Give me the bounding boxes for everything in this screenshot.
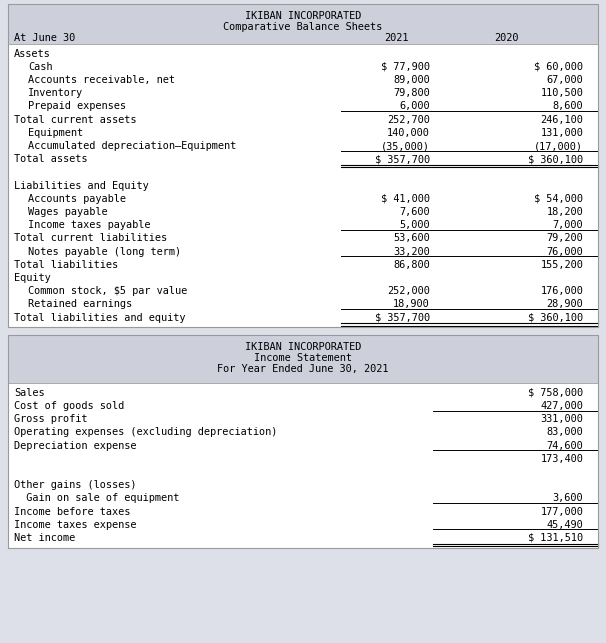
Text: $ 77,900: $ 77,900 bbox=[381, 62, 430, 72]
Text: Income taxes expense: Income taxes expense bbox=[14, 520, 136, 530]
Text: Wages payable: Wages payable bbox=[28, 207, 108, 217]
Text: $ 60,000: $ 60,000 bbox=[534, 62, 583, 72]
Text: Prepaid expenses: Prepaid expenses bbox=[28, 102, 126, 111]
Text: 86,800: 86,800 bbox=[393, 260, 430, 270]
Bar bbox=[8, 44, 598, 327]
Text: IKIBAN INCORPORATED: IKIBAN INCORPORATED bbox=[245, 342, 361, 352]
Bar bbox=[8, 383, 598, 548]
Bar bbox=[8, 4, 598, 44]
Text: 7,600: 7,600 bbox=[399, 207, 430, 217]
Text: 173,400: 173,400 bbox=[541, 454, 583, 464]
Text: Income before taxes: Income before taxes bbox=[14, 507, 130, 516]
Text: Total liabilities: Total liabilities bbox=[14, 260, 118, 270]
Text: 176,000: 176,000 bbox=[541, 286, 583, 296]
Text: $ 41,000: $ 41,000 bbox=[381, 194, 430, 204]
Text: 45,490: 45,490 bbox=[547, 520, 583, 530]
Text: Sales: Sales bbox=[14, 388, 45, 398]
Text: 28,900: 28,900 bbox=[547, 300, 583, 309]
Text: 246,100: 246,100 bbox=[541, 114, 583, 125]
Text: 331,000: 331,000 bbox=[541, 414, 583, 424]
Text: Net income: Net income bbox=[14, 533, 75, 543]
Text: Operating expenses (excluding depreciation): Operating expenses (excluding depreciati… bbox=[14, 428, 278, 437]
Bar bbox=[8, 335, 598, 548]
Text: 427,000: 427,000 bbox=[541, 401, 583, 411]
Text: For Year Ended June 30, 2021: For Year Ended June 30, 2021 bbox=[217, 364, 389, 374]
Text: 177,000: 177,000 bbox=[541, 507, 583, 516]
Text: Total current liabilities: Total current liabilities bbox=[14, 233, 167, 244]
Text: 76,000: 76,000 bbox=[547, 247, 583, 257]
Text: Accounts receivable, net: Accounts receivable, net bbox=[28, 75, 175, 85]
Text: Cash: Cash bbox=[28, 62, 53, 72]
Bar bbox=[8, 4, 598, 327]
Bar bbox=[8, 335, 598, 383]
Text: Assets: Assets bbox=[14, 49, 51, 59]
Text: 5,000: 5,000 bbox=[399, 220, 430, 230]
Text: Common stock, $5 par value: Common stock, $5 par value bbox=[28, 286, 187, 296]
Text: 18,200: 18,200 bbox=[547, 207, 583, 217]
Text: 18,900: 18,900 bbox=[393, 300, 430, 309]
Text: 53,600: 53,600 bbox=[393, 233, 430, 244]
Text: Income Statement: Income Statement bbox=[254, 353, 352, 363]
Text: 252,000: 252,000 bbox=[387, 286, 430, 296]
Text: 252,700: 252,700 bbox=[387, 114, 430, 125]
Text: $ 357,700: $ 357,700 bbox=[375, 312, 430, 323]
Text: Retained earnings: Retained earnings bbox=[28, 300, 132, 309]
Text: Depreciation expense: Depreciation expense bbox=[14, 440, 136, 451]
Text: 67,000: 67,000 bbox=[547, 75, 583, 85]
Text: 3,600: 3,600 bbox=[553, 493, 583, 503]
Text: IKIBAN INCORPORATED: IKIBAN INCORPORATED bbox=[245, 11, 361, 21]
Text: (17,000): (17,000) bbox=[534, 141, 583, 151]
Text: 2021: 2021 bbox=[384, 33, 408, 43]
Text: $ 360,100: $ 360,100 bbox=[528, 154, 583, 164]
Text: Other gains (losses): Other gains (losses) bbox=[14, 480, 136, 490]
Text: 79,800: 79,800 bbox=[393, 88, 430, 98]
Text: 7,000: 7,000 bbox=[553, 220, 583, 230]
Text: 155,200: 155,200 bbox=[541, 260, 583, 270]
Text: Notes payable (long term): Notes payable (long term) bbox=[28, 247, 181, 257]
Text: Accounts payable: Accounts payable bbox=[28, 194, 126, 204]
Text: Cost of goods sold: Cost of goods sold bbox=[14, 401, 124, 411]
Text: 140,000: 140,000 bbox=[387, 128, 430, 138]
Text: 6,000: 6,000 bbox=[399, 102, 430, 111]
Text: At June 30: At June 30 bbox=[14, 33, 75, 43]
Text: $ 54,000: $ 54,000 bbox=[534, 194, 583, 204]
Text: $ 360,100: $ 360,100 bbox=[528, 312, 583, 323]
Text: $ 131,510: $ 131,510 bbox=[528, 533, 583, 543]
Text: Inventory: Inventory bbox=[28, 88, 83, 98]
Text: Income taxes payable: Income taxes payable bbox=[28, 220, 150, 230]
Text: (35,000): (35,000) bbox=[381, 141, 430, 151]
Text: Comparative Balance Sheets: Comparative Balance Sheets bbox=[224, 22, 382, 32]
Text: Total current assets: Total current assets bbox=[14, 114, 136, 125]
Text: Equipment: Equipment bbox=[28, 128, 83, 138]
Text: 110,500: 110,500 bbox=[541, 88, 583, 98]
Text: Total assets: Total assets bbox=[14, 154, 87, 164]
Text: 74,600: 74,600 bbox=[547, 440, 583, 451]
Text: Gross profit: Gross profit bbox=[14, 414, 87, 424]
Text: Liabilities and Equity: Liabilities and Equity bbox=[14, 181, 148, 190]
Text: Equity: Equity bbox=[14, 273, 51, 283]
Text: $ 357,700: $ 357,700 bbox=[375, 154, 430, 164]
Text: Total liabilities and equity: Total liabilities and equity bbox=[14, 312, 185, 323]
Text: 8,600: 8,600 bbox=[553, 102, 583, 111]
Text: Gain on sale of equipment: Gain on sale of equipment bbox=[14, 493, 179, 503]
Text: $ 758,000: $ 758,000 bbox=[528, 388, 583, 398]
Text: 89,000: 89,000 bbox=[393, 75, 430, 85]
Text: 2020: 2020 bbox=[494, 33, 519, 43]
Text: 83,000: 83,000 bbox=[547, 428, 583, 437]
Text: 33,200: 33,200 bbox=[393, 247, 430, 257]
Text: 131,000: 131,000 bbox=[541, 128, 583, 138]
Text: 79,200: 79,200 bbox=[547, 233, 583, 244]
Text: Accumulated depreciation–Equipment: Accumulated depreciation–Equipment bbox=[28, 141, 236, 151]
